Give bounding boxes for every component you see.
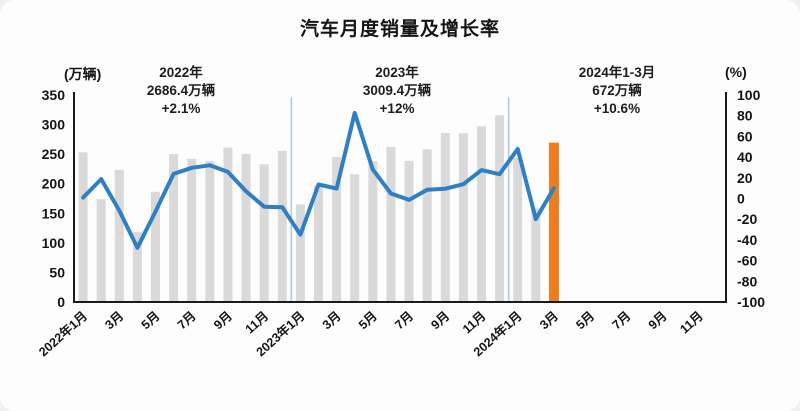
y-right-tick-label: -80: [737, 273, 757, 289]
y-right-tick-label: -40: [737, 232, 757, 248]
left-axis-unit-label: (万辆): [64, 66, 102, 82]
sales-bar: [531, 208, 541, 302]
x-tick-label: 7月: [610, 309, 634, 332]
y-right-tick-label: 60: [737, 128, 753, 144]
sales-bar: [314, 185, 323, 302]
sales-bar: [422, 149, 432, 302]
y-left-tick-label: 50: [49, 264, 65, 280]
sales-bar-highlight: [548, 142, 559, 302]
sales-bar: [223, 147, 233, 302]
y-right-tick-label: -60: [737, 253, 757, 269]
sales-bar: [187, 158, 197, 302]
y-left-tick-label: 300: [42, 117, 66, 133]
annotation-2023-year: 2023年: [375, 65, 419, 80]
y-right-tick-label: 80: [737, 108, 753, 124]
sales-bar: [495, 115, 505, 302]
annotation-2022-growth: +2.1%: [161, 101, 201, 116]
y-right-tick-label: -100: [737, 294, 765, 310]
x-tick-label: 5月: [139, 309, 163, 332]
sales-bar: [368, 161, 378, 302]
sales-bar: [169, 154, 179, 302]
sales-bar: [477, 126, 486, 303]
x-tick-label: 7月: [175, 309, 199, 332]
annotation-2024: 2024年1-3月 672万辆 +10.6%: [527, 64, 707, 118]
annotation-2024-period: 2024年1-3月: [578, 65, 656, 80]
x-tick-label: 3月: [102, 309, 126, 332]
sales-bar: [241, 153, 251, 302]
y-right-tick-label: -20: [737, 211, 757, 227]
axis-line: [73, 92, 727, 303]
y-right-tick-label: 40: [737, 149, 753, 165]
y-left-tick-label: 350: [42, 87, 66, 103]
x-tick-label: 9月: [211, 309, 235, 332]
sales-bar: [78, 152, 88, 302]
y-left-tick-label: 0: [57, 294, 65, 310]
sales-bar: [96, 199, 106, 302]
right-axis-unit-label: (%): [725, 64, 747, 80]
sales-bar: [295, 204, 305, 302]
sales-bar: [205, 161, 215, 302]
growth-rate-line: [81, 110, 556, 250]
sales-bar: [350, 174, 360, 302]
annotation-2024-growth: +10.6%: [593, 101, 641, 116]
x-tick-label: 3月: [320, 309, 344, 332]
sales-bar: [513, 157, 523, 302]
annotation-2022: 2022年 2686.4万辆 +2.1%: [96, 64, 266, 118]
x-tick-label: 11月: [243, 309, 271, 337]
x-tick-label: 3月: [537, 309, 561, 332]
annotation-2023: 2023年 3009.4万辆 +12%: [312, 64, 482, 118]
y-right-tick-label: 100: [737, 87, 761, 103]
chart-title: 汽车月度销量及增长率: [299, 19, 500, 40]
annotation-2023-growth: +12%: [379, 101, 415, 116]
y-left-tick-label: 150: [42, 205, 66, 221]
annotation-2022-total: 2686.4万辆: [146, 83, 216, 98]
sales-bar: [404, 160, 414, 302]
x-tick-label: 2022年1月: [36, 308, 90, 359]
sales-bar: [151, 191, 160, 302]
y-right-tick-label: 0: [737, 191, 745, 207]
x-tick-label: 11月: [677, 309, 705, 337]
sales-bar: [332, 157, 342, 302]
x-tick-label: 11月: [460, 309, 488, 337]
x-tick-label: 9月: [646, 309, 670, 332]
x-tick-label: 7月: [392, 309, 416, 332]
x-tick-label: 5月: [356, 309, 380, 332]
y-left-tick-label: 200: [42, 176, 66, 192]
annotation-2023-total: 3009.4万辆: [362, 83, 432, 98]
y-right-tick-label: 20: [737, 170, 753, 186]
annotation-2022-year: 2022年: [159, 65, 203, 80]
x-tick-label: 9月: [428, 309, 452, 332]
sales-bar: [277, 150, 287, 302]
x-tick-label: 5月: [573, 309, 597, 332]
sales-bar: [259, 164, 269, 302]
annotation-2024-total: 672万辆: [592, 83, 642, 98]
sales-bar: [132, 232, 142, 302]
sales-bar: [440, 132, 450, 302]
sales-bar: [386, 146, 396, 302]
sales-bar: [458, 133, 468, 302]
sales-bar: [114, 169, 124, 302]
y-left-tick-label: 100: [42, 235, 66, 251]
y-left-tick-label: 250: [42, 146, 66, 162]
